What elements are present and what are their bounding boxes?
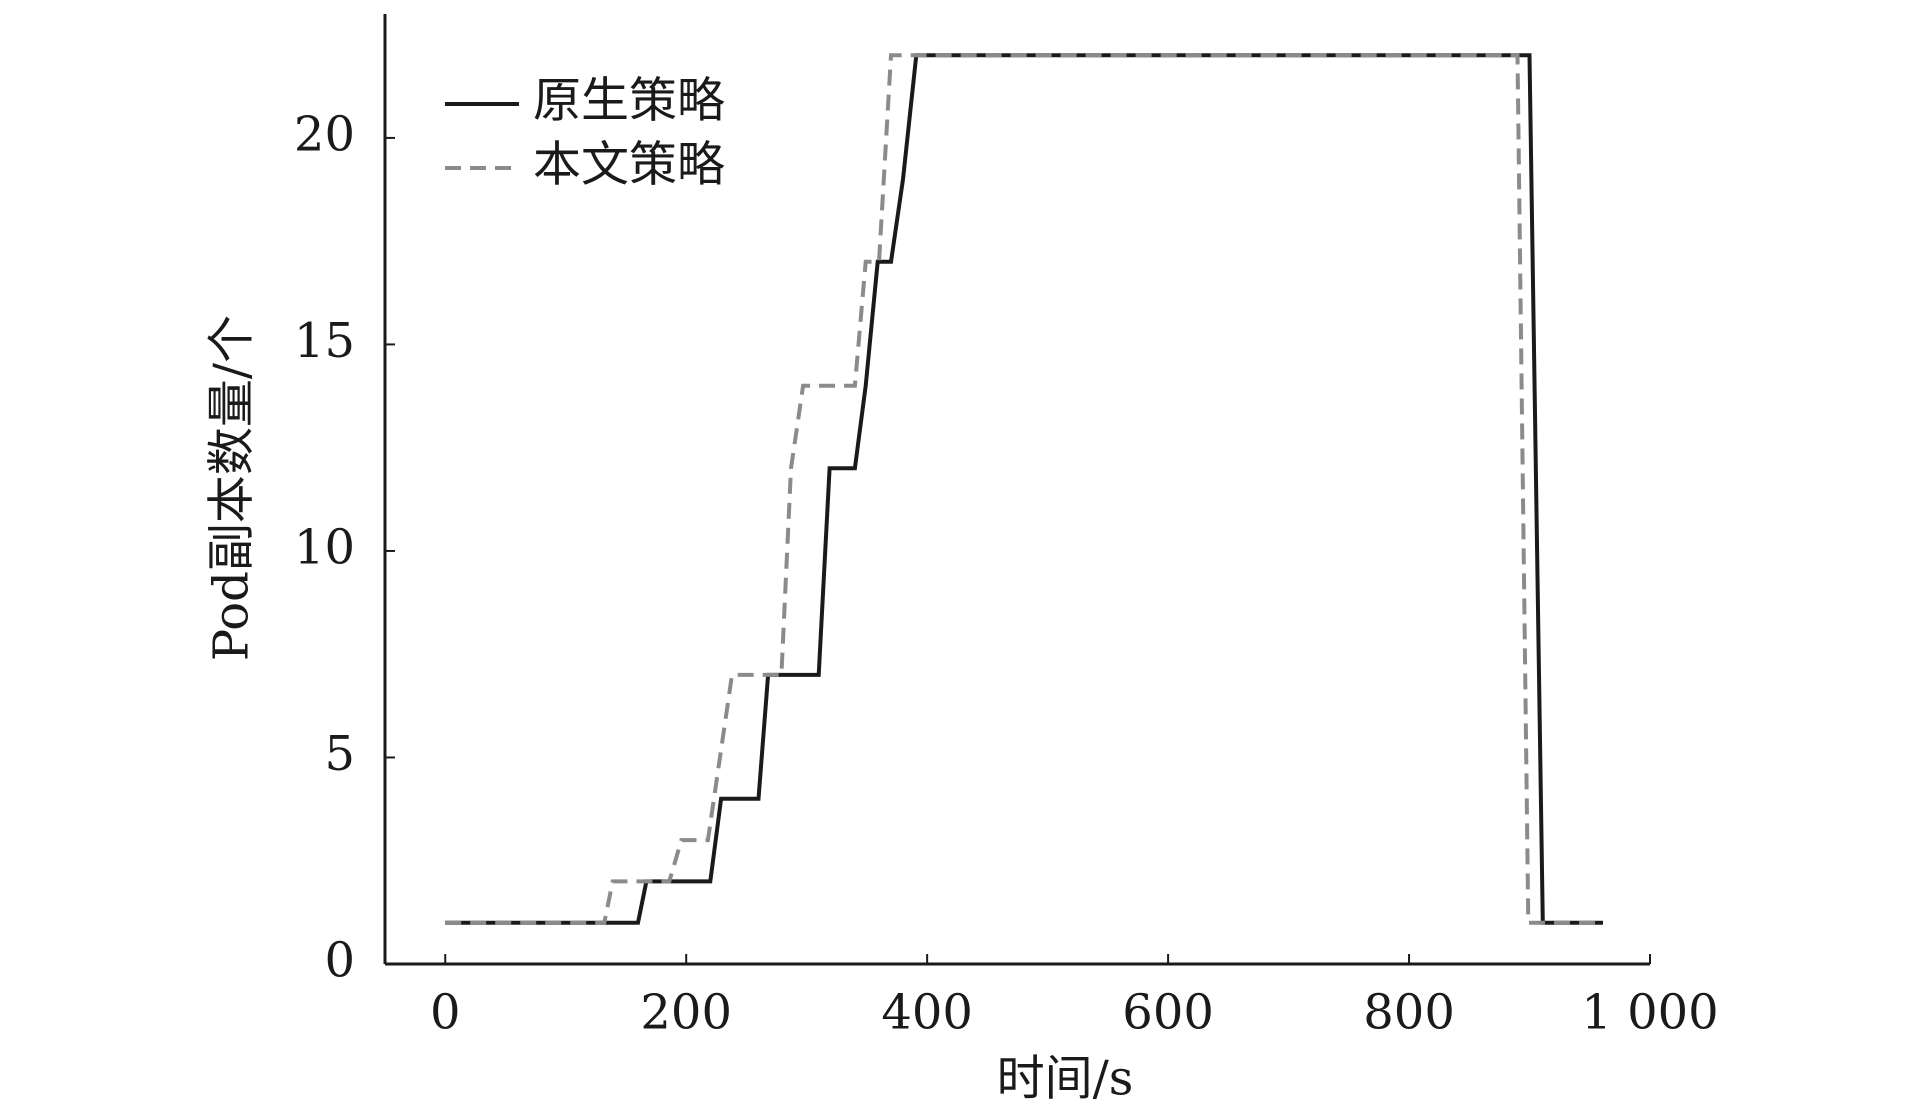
y-tick-label: 5 xyxy=(324,726,355,782)
x-tick-label: 1 000 xyxy=(1581,985,1718,1041)
x-tick-label: 200 xyxy=(640,985,732,1041)
x-tick-label: 400 xyxy=(881,985,973,1041)
legend-label: 本文策略 xyxy=(533,137,725,193)
y-axis-label: Pod副本数量/个 xyxy=(204,315,260,661)
legend-label: 原生策略 xyxy=(533,73,725,129)
y-tick-label: 15 xyxy=(294,313,355,369)
y-tick-label: 10 xyxy=(294,519,355,575)
y-tick-label: 20 xyxy=(294,106,355,162)
x-axis-label: 时间/s xyxy=(997,1051,1134,1107)
x-tick-label: 800 xyxy=(1363,985,1455,1041)
y-tick-label: 0 xyxy=(324,933,355,989)
x-tick-label: 0 xyxy=(430,985,461,1041)
series-line xyxy=(445,53,1603,925)
x-tick-label: 600 xyxy=(1122,985,1214,1041)
